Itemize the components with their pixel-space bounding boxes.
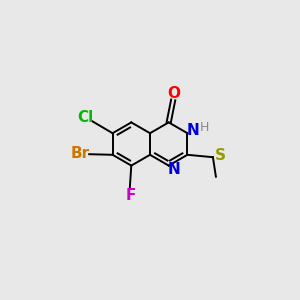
Text: Cl: Cl: [77, 110, 94, 125]
Text: N: N: [167, 162, 180, 177]
Text: H: H: [200, 121, 209, 134]
Text: Br: Br: [70, 146, 90, 161]
Text: N: N: [186, 123, 199, 138]
Text: F: F: [125, 188, 136, 203]
Text: O: O: [168, 86, 181, 101]
Text: S: S: [214, 148, 226, 163]
